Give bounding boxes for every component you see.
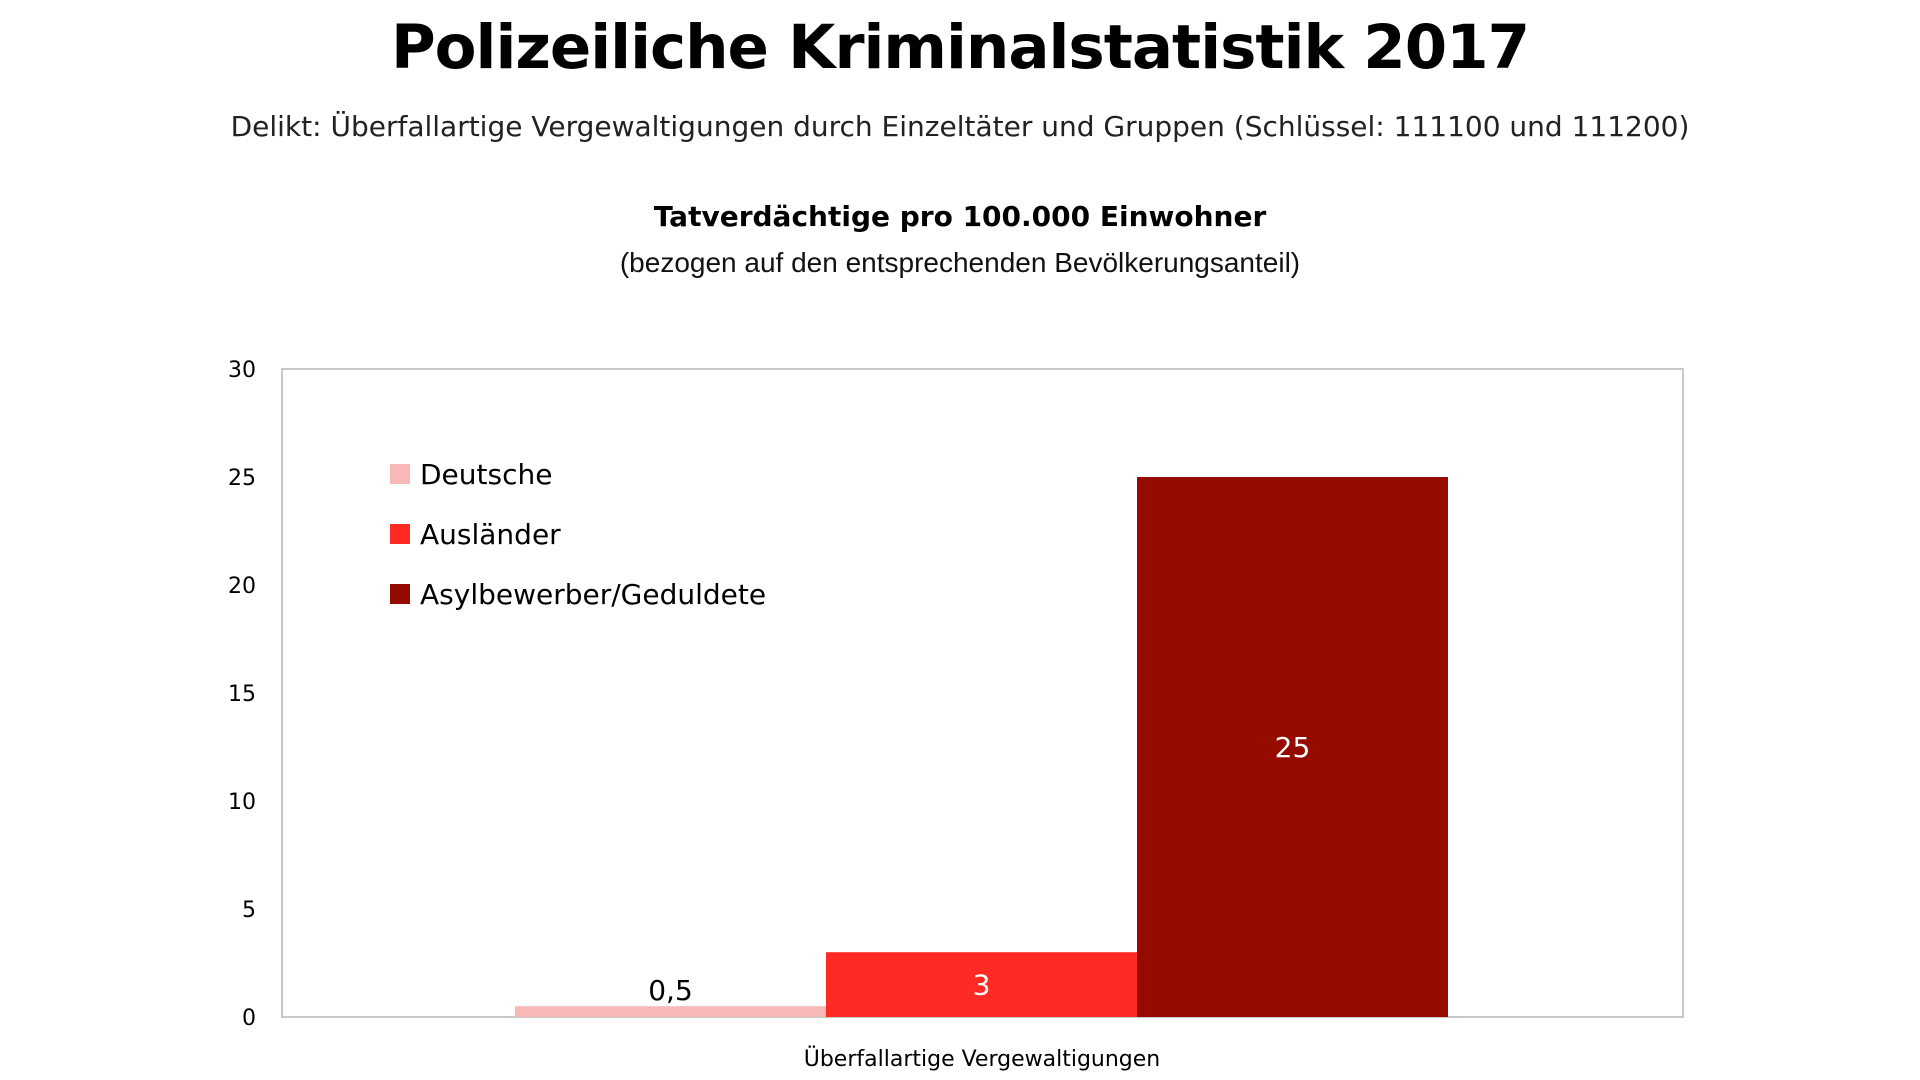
plot-area [281, 368, 1684, 1018]
y-tick-label: 20 [228, 574, 256, 599]
data-label: 25 [1275, 731, 1311, 764]
y-tick-label: 30 [228, 358, 256, 383]
legend-label: Ausländer [420, 518, 561, 551]
page-title: Polizeiliche Kriminalstatistik 2017 [390, 12, 1530, 83]
page-subtitle: Delikt: Überfallartige Vergewaltigungen … [230, 110, 1690, 143]
y-tick-label: 25 [228, 466, 256, 491]
y-axis: 0 5 10 15 20 25 30 [228, 358, 256, 1031]
data-label: 3 [973, 969, 991, 1002]
legend-swatch [390, 464, 410, 484]
legend-swatch [390, 524, 410, 544]
legend-label: Asylbewerber/Geduldete [420, 578, 766, 611]
legend-swatch [390, 584, 410, 604]
data-label: 0,5 [648, 974, 693, 1007]
y-tick-label: 15 [228, 682, 256, 707]
y-tick-label: 10 [228, 790, 256, 815]
chart-title: Tatverdächtige pro 100.000 Einwohner [653, 200, 1267, 233]
legend-label: Deutsche [420, 458, 552, 491]
chart-subtitle: (bezogen auf den entsprechenden Bevölker… [619, 247, 1301, 278]
legend: Deutsche Ausländer Asylbewerber/Geduldete [390, 458, 766, 611]
bar-series [515, 477, 1448, 1017]
bar-deutsche [515, 1006, 826, 1017]
y-tick-label: 5 [242, 898, 256, 923]
y-tick-label: 0 [242, 1006, 256, 1031]
data-labels: 0,5 3 25 [648, 731, 1310, 1007]
bar-asylbewerber-geduldete [1137, 477, 1448, 1017]
bar-ausl-nder [826, 952, 1137, 1017]
category-label: Überfallartige Vergewaltigungen [804, 1046, 1161, 1072]
